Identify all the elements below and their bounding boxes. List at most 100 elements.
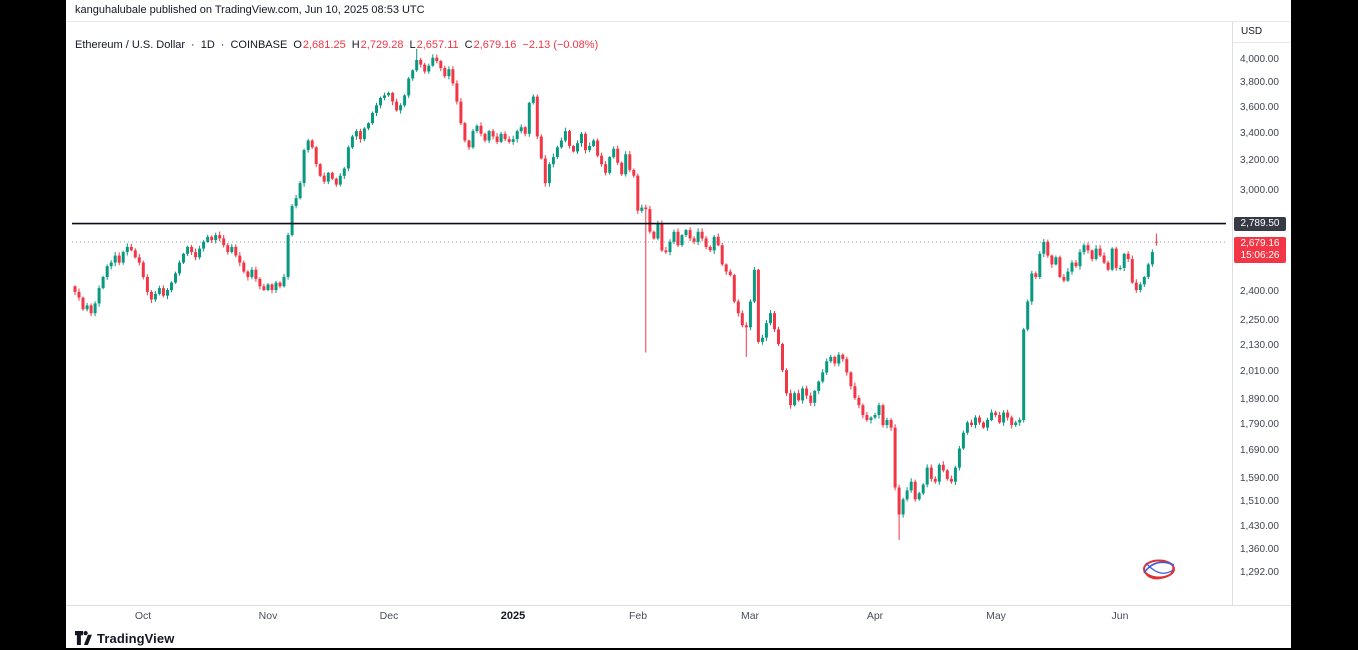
candle-body <box>1038 253 1042 277</box>
candle-body <box>1118 268 1122 269</box>
candle-body <box>945 470 949 479</box>
candle-body <box>149 291 153 300</box>
open-letter: O <box>293 39 302 51</box>
candle-body <box>1090 250 1094 260</box>
candle-body <box>949 478 953 482</box>
candle-body <box>636 175 640 211</box>
candle-body <box>752 269 756 302</box>
candle-body <box>226 245 230 253</box>
chart-legend[interactable]: Ethereum / U.S. Dollar · 1D · COINBASE O… <box>75 39 598 51</box>
candle-body <box>1070 262 1074 272</box>
interval-label[interactable]: 1D <box>200 39 215 51</box>
candle-body <box>833 356 837 364</box>
candle-body <box>873 415 877 418</box>
candle-body <box>1130 259 1134 283</box>
candle-body <box>463 123 467 141</box>
chart-pane[interactable]: Ethereum / U.S. Dollar · 1D · COINBASE O… <box>66 22 1232 605</box>
candle-body <box>342 168 346 176</box>
symbol-title[interactable]: Ethereum / U.S. Dollar <box>75 39 186 51</box>
candle-body <box>1078 252 1082 267</box>
candle-body <box>909 481 913 491</box>
candle-body <box>326 172 330 182</box>
candle-body <box>322 175 326 182</box>
candle-body <box>664 250 668 253</box>
candle-body <box>1098 248 1102 256</box>
candle-body <box>170 282 173 291</box>
candle-body <box>982 422 985 428</box>
candle-body <box>270 284 274 290</box>
candle-body <box>198 248 202 258</box>
candle-body <box>178 262 181 274</box>
candle-body <box>805 388 809 396</box>
legend-separator: · <box>220 39 225 51</box>
candle-body <box>724 264 728 272</box>
candle-body <box>628 154 632 170</box>
price-axis-label: 2,250.00 <box>1240 315 1279 326</box>
candle-body <box>1050 255 1054 265</box>
candle-body <box>584 133 587 151</box>
last-price-badge: 2,679.16 15:06:26 <box>1234 237 1286 263</box>
candle-body <box>435 57 439 62</box>
price-axis-label: 1,590.00 <box>1240 473 1279 484</box>
candle-body <box>929 467 933 479</box>
candle-body <box>274 282 278 291</box>
time-axis-label: May <box>986 610 1006 622</box>
price-axis-label: 3,000.00 <box>1240 185 1279 196</box>
candle-body <box>290 206 294 236</box>
candle-body <box>439 61 443 68</box>
candle-body <box>423 64 427 72</box>
candle-body <box>1034 273 1038 277</box>
candle-body <box>451 69 455 84</box>
candle-body <box>684 230 688 236</box>
low-value: 2,657.11 <box>416 39 459 51</box>
candle-body <box>1094 248 1098 259</box>
candle-body <box>849 372 853 387</box>
candle-body <box>764 323 768 338</box>
candle-body <box>379 97 382 106</box>
candle-body <box>1054 257 1058 265</box>
exchange-label[interactable]: COINBASE <box>230 39 288 51</box>
price-axis-label: 1,690.00 <box>1240 445 1279 456</box>
candle-body <box>688 230 692 239</box>
candle-body <box>1146 264 1150 277</box>
candle-body <box>881 405 885 426</box>
candle-body <box>515 131 519 140</box>
tradingview-logo-icon[interactable] <box>75 631 92 645</box>
candle-body <box>648 209 652 232</box>
candle-body <box>302 150 306 184</box>
candle-body <box>117 255 121 263</box>
candle-body <box>1122 253 1126 268</box>
change-label: −2.13 (−0.08%) <box>522 39 599 51</box>
candle-body <box>258 278 262 287</box>
candle-body <box>998 415 1002 423</box>
candle-body <box>109 262 113 267</box>
candle-body <box>801 388 805 401</box>
candle-body <box>367 123 370 129</box>
tradingview-brand[interactable]: TradingView <box>97 630 175 646</box>
candle-body <box>680 235 684 246</box>
price-axis[interactable]: USD 2,789.50 2,679.16 15:06:26 4,000.00 3… <box>1232 22 1291 605</box>
candle-body <box>1142 277 1146 285</box>
candle-body <box>73 286 77 292</box>
candle-body <box>845 359 849 373</box>
candle-body <box>861 405 865 415</box>
doodle-sticker-icon[interactable] <box>1140 553 1178 590</box>
time-axis[interactable]: Oct Nov Dec 2025 Feb Mar Apr May Jun <box>66 605 1291 626</box>
candle-body <box>202 241 206 249</box>
candle-body <box>89 305 93 314</box>
candle-body <box>238 255 242 263</box>
candle-body <box>371 112 374 124</box>
candle-body <box>503 133 507 140</box>
candle-body <box>1126 253 1130 259</box>
candle-body <box>809 395 813 403</box>
candle-body <box>186 246 190 254</box>
price-axis-label: 1,890.00 <box>1240 394 1279 405</box>
ohlc-low: L 2,657.11 <box>409 39 458 51</box>
price-axis-label: 1,292.00 <box>1240 567 1279 578</box>
candlestick-chart[interactable] <box>66 22 1232 605</box>
candle-body <box>479 125 483 134</box>
candle-body <box>732 275 736 302</box>
last-price-value: 2,679.16 <box>1240 238 1280 249</box>
candle-body <box>214 235 218 241</box>
candle-body <box>1114 248 1118 268</box>
